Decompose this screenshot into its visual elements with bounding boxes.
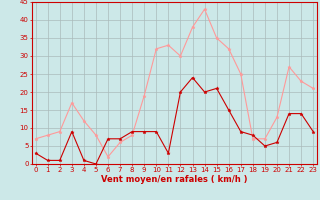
- X-axis label: Vent moyen/en rafales ( km/h ): Vent moyen/en rafales ( km/h ): [101, 175, 248, 184]
